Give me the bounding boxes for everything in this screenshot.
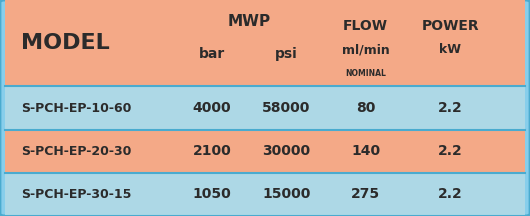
Text: 58000: 58000 (262, 101, 311, 115)
Bar (5, 173, 525, 216)
Text: NOMINAL: NOMINAL (345, 69, 386, 78)
Text: FLOW: FLOW (343, 19, 388, 33)
Text: 4000: 4000 (193, 101, 231, 115)
Text: kW: kW (439, 43, 462, 56)
Text: 30000: 30000 (262, 144, 310, 158)
Text: 2.2: 2.2 (438, 187, 463, 201)
Bar (5, 0, 525, 86)
Text: S-PCH-EP-20-30: S-PCH-EP-20-30 (21, 145, 131, 158)
Text: 1050: 1050 (192, 187, 232, 201)
Text: MWP: MWP (227, 14, 271, 29)
Text: MODEL: MODEL (21, 33, 110, 53)
Text: 80: 80 (356, 101, 375, 115)
Text: 15000: 15000 (262, 187, 311, 201)
Text: POWER: POWER (422, 19, 479, 33)
Text: bar: bar (199, 47, 225, 61)
Text: S-PCH-EP-10-60: S-PCH-EP-10-60 (21, 102, 131, 114)
Bar (5, 86, 525, 130)
Text: psi: psi (275, 47, 297, 61)
Bar (5, 130, 525, 173)
Text: ml/min: ml/min (342, 43, 390, 56)
Text: 2.2: 2.2 (438, 144, 463, 158)
Text: S-PCH-EP-30-15: S-PCH-EP-30-15 (21, 188, 131, 201)
Text: 275: 275 (351, 187, 380, 201)
Text: 140: 140 (351, 144, 380, 158)
Text: 2.2: 2.2 (438, 101, 463, 115)
Text: 2100: 2100 (192, 144, 232, 158)
